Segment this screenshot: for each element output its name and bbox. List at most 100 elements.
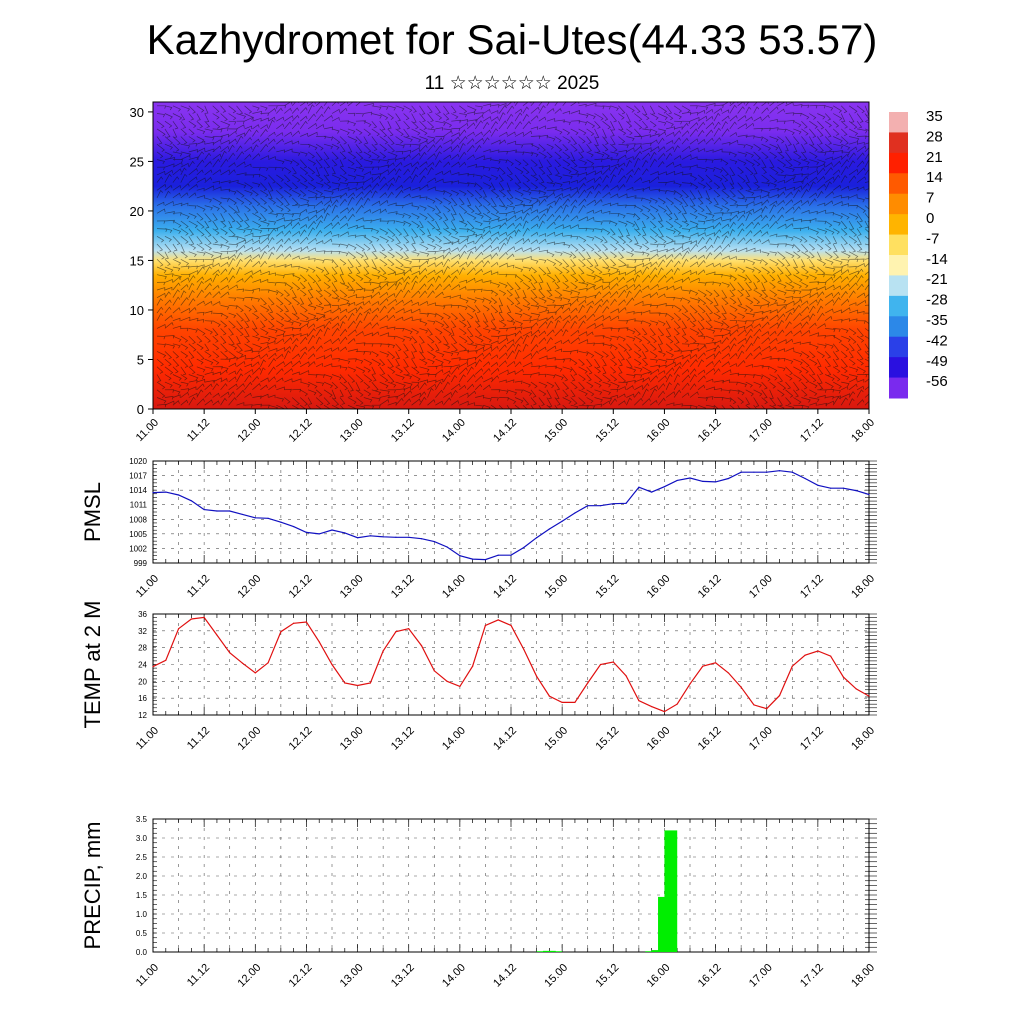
wind-barb xyxy=(594,136,599,146)
wind-barb xyxy=(594,342,605,346)
wind-barb xyxy=(499,151,509,155)
wind-barb xyxy=(618,183,626,191)
wind-barb xyxy=(379,298,389,306)
wind-barb xyxy=(841,328,849,334)
wind-barb xyxy=(650,170,659,176)
wind-barb xyxy=(196,220,205,229)
wind-barb xyxy=(841,185,850,191)
wind-barb xyxy=(856,228,862,236)
wind-barb xyxy=(761,345,771,352)
wind-barb xyxy=(299,115,308,122)
wind-barb xyxy=(737,123,748,130)
wind-barb xyxy=(570,179,578,184)
wind-barb xyxy=(729,352,738,360)
wind-barb xyxy=(180,366,187,376)
wind-barb xyxy=(506,343,516,352)
wind-barb xyxy=(634,391,641,398)
wind-barb xyxy=(379,151,387,159)
wind-barb xyxy=(681,220,690,227)
wind-barb xyxy=(530,209,539,214)
wind-barb xyxy=(817,190,824,199)
wind-barb xyxy=(514,349,522,360)
wind-barb xyxy=(411,265,421,270)
wind-barb xyxy=(634,145,643,153)
wind-barb xyxy=(427,290,435,298)
wind-barb xyxy=(745,266,755,273)
wind-barb xyxy=(196,319,205,323)
wind-barb xyxy=(474,383,483,391)
wind-barb xyxy=(220,169,231,176)
data-point xyxy=(229,510,231,512)
wind-barb xyxy=(276,368,284,375)
wind-barb xyxy=(490,231,500,237)
wind-barb xyxy=(586,143,592,152)
wind-barb xyxy=(220,312,229,320)
wind-barb xyxy=(196,264,205,268)
wind-barb xyxy=(673,137,681,145)
colorbar-swatch xyxy=(889,377,908,399)
wind-barb xyxy=(315,113,324,122)
wind-barb xyxy=(443,295,451,300)
wind-barb xyxy=(483,305,490,312)
wind-barb xyxy=(769,106,779,114)
wind-barb xyxy=(729,372,740,377)
wind-barb xyxy=(260,289,270,293)
wind-barb xyxy=(212,139,222,145)
wind-barb xyxy=(490,320,497,330)
wind-barb xyxy=(260,237,270,245)
data-point xyxy=(689,477,691,479)
wind-barb xyxy=(339,207,349,214)
x-tick-label: 15.00 xyxy=(542,725,570,753)
wind-barb xyxy=(578,320,586,329)
wind-barb xyxy=(403,374,413,380)
wind-barb xyxy=(864,113,869,121)
wind-barb xyxy=(665,335,674,344)
wind-barb xyxy=(554,182,563,188)
wind-barb xyxy=(292,151,301,156)
wind-barb xyxy=(856,385,865,391)
wind-barb xyxy=(848,212,859,220)
wind-barb xyxy=(244,189,253,196)
wind-barb xyxy=(642,303,652,308)
wind-barb xyxy=(236,297,245,302)
wind-barb xyxy=(212,113,220,120)
wind-barb xyxy=(506,379,515,383)
wind-barb xyxy=(427,120,435,129)
wind-barb xyxy=(562,307,571,314)
wind-barb xyxy=(212,312,223,317)
wind-barb xyxy=(793,251,801,259)
wind-barb xyxy=(522,289,527,299)
wind-barb xyxy=(355,301,365,306)
wind-barb xyxy=(793,282,802,289)
wind-barb xyxy=(681,320,688,329)
wind-barb xyxy=(586,397,594,404)
wind-barb xyxy=(650,113,659,121)
wind-barb xyxy=(411,270,420,276)
wind-barb xyxy=(347,120,357,127)
wind-barb xyxy=(395,157,405,161)
wind-barb xyxy=(188,236,195,246)
wind-barb xyxy=(490,182,496,191)
wind-barb xyxy=(578,381,585,390)
wind-barb xyxy=(610,398,617,406)
wind-barb xyxy=(761,151,769,159)
wind-barb xyxy=(387,314,396,321)
wind-barb xyxy=(809,259,815,268)
wind-barb xyxy=(840,298,850,306)
wind-barb xyxy=(443,312,451,320)
wind-barb xyxy=(737,337,747,345)
wind-barb xyxy=(212,197,223,206)
wind-barb xyxy=(657,160,665,168)
wind-barb xyxy=(809,358,818,366)
wind-barb xyxy=(554,348,563,353)
wind-barb xyxy=(840,158,849,168)
wind-barb xyxy=(180,284,189,291)
wind-barb xyxy=(522,326,533,330)
wind-barb xyxy=(586,351,595,358)
wind-barb xyxy=(586,374,592,382)
wind-barb xyxy=(848,120,858,130)
wind-barb xyxy=(355,351,366,355)
wind-barb xyxy=(713,229,722,237)
wind-barb xyxy=(697,182,707,189)
wind-barb xyxy=(498,166,506,175)
